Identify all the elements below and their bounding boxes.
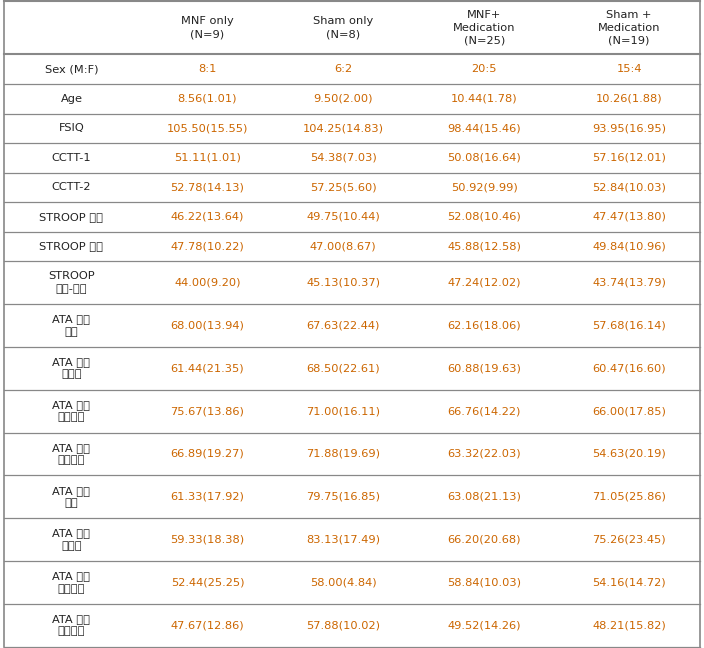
Text: 104.25(14.83): 104.25(14.83) bbox=[303, 123, 384, 133]
Text: 63.32(22.03): 63.32(22.03) bbox=[448, 449, 521, 459]
Text: 58.84(10.03): 58.84(10.03) bbox=[448, 577, 522, 588]
Text: ATA 시각
반응편차: ATA 시각 반응편차 bbox=[53, 443, 91, 465]
Text: 58.00(4.84): 58.00(4.84) bbox=[310, 577, 377, 588]
Text: ATA 청각
오경보: ATA 청각 오경보 bbox=[53, 528, 91, 551]
Text: 6:2: 6:2 bbox=[334, 64, 352, 75]
Text: 61.44(21.35): 61.44(21.35) bbox=[170, 364, 244, 373]
Text: 67.63(22.44): 67.63(22.44) bbox=[307, 321, 380, 330]
Text: 10.44(1.78): 10.44(1.78) bbox=[451, 94, 517, 104]
Text: 60.47(16.60): 60.47(16.60) bbox=[592, 364, 666, 373]
Text: 71.00(16.11): 71.00(16.11) bbox=[306, 406, 380, 416]
Text: Sex (M:F): Sex (M:F) bbox=[45, 64, 99, 75]
Text: 93.95(16.95): 93.95(16.95) bbox=[592, 123, 666, 133]
Text: 10.26(1.88): 10.26(1.88) bbox=[596, 94, 662, 104]
Text: 52.84(10.03): 52.84(10.03) bbox=[592, 182, 666, 192]
Text: FSIQ: FSIQ bbox=[58, 123, 84, 133]
Text: 52.44(25.25): 52.44(25.25) bbox=[170, 577, 244, 588]
Text: 49.52(14.26): 49.52(14.26) bbox=[448, 620, 521, 631]
Text: 54.16(14.72): 54.16(14.72) bbox=[592, 577, 666, 588]
Text: 83.13(17.49): 83.13(17.49) bbox=[306, 535, 380, 544]
Text: 59.33(18.38): 59.33(18.38) bbox=[170, 535, 244, 544]
Text: 52.08(10.46): 52.08(10.46) bbox=[448, 212, 521, 222]
Text: 66.89(19.27): 66.89(19.27) bbox=[170, 449, 244, 459]
Text: 50.92(9.99): 50.92(9.99) bbox=[451, 182, 518, 192]
Text: 60.88(19.63): 60.88(19.63) bbox=[448, 364, 522, 373]
Text: ATA 시각
오경보: ATA 시각 오경보 bbox=[53, 357, 91, 380]
Text: STROOP
색상-단어: STROOP 색상-단어 bbox=[48, 272, 95, 294]
Text: 9.50(2.00): 9.50(2.00) bbox=[313, 94, 373, 104]
Text: 105.50(15.55): 105.50(15.55) bbox=[167, 123, 248, 133]
Text: ATA 청각
누락: ATA 청각 누락 bbox=[53, 485, 91, 508]
Text: 47.67(12.86): 47.67(12.86) bbox=[170, 620, 244, 631]
Text: 68.00(13.94): 68.00(13.94) bbox=[170, 321, 244, 330]
Text: 47.78(10.22): 47.78(10.22) bbox=[170, 242, 244, 251]
Text: 79.75(16.85): 79.75(16.85) bbox=[306, 492, 380, 502]
Text: ATA 시각
반응시간: ATA 시각 반응시간 bbox=[53, 400, 91, 422]
Text: 15:4: 15:4 bbox=[616, 64, 642, 75]
Text: 48.21(15.82): 48.21(15.82) bbox=[592, 620, 666, 631]
Text: ATA 청각
반응시간: ATA 청각 반응시간 bbox=[53, 572, 91, 594]
Text: 54.63(20.19): 54.63(20.19) bbox=[592, 449, 666, 459]
Text: 52.78(14.13): 52.78(14.13) bbox=[170, 182, 244, 192]
Text: 62.16(18.06): 62.16(18.06) bbox=[448, 321, 521, 330]
Text: 20:5: 20:5 bbox=[472, 64, 497, 75]
Text: CCTT-1: CCTT-1 bbox=[51, 153, 92, 163]
Text: 46.22(13.64): 46.22(13.64) bbox=[170, 212, 244, 222]
Text: ATA 시각
누락: ATA 시각 누락 bbox=[53, 314, 91, 337]
Text: 68.50(22.61): 68.50(22.61) bbox=[306, 364, 380, 373]
Text: 71.88(19.69): 71.88(19.69) bbox=[306, 449, 380, 459]
Text: 61.33(17.92): 61.33(17.92) bbox=[170, 492, 244, 502]
Text: 44.00(9.20): 44.00(9.20) bbox=[174, 277, 241, 288]
Text: MNF+
Medication
(N=25): MNF+ Medication (N=25) bbox=[453, 10, 515, 45]
Text: 57.25(5.60): 57.25(5.60) bbox=[310, 182, 377, 192]
Text: 57.16(12.01): 57.16(12.01) bbox=[592, 153, 666, 163]
Text: 43.74(13.79): 43.74(13.79) bbox=[592, 277, 666, 288]
Text: Age: Age bbox=[61, 94, 82, 104]
Text: 8:1: 8:1 bbox=[199, 64, 217, 75]
Text: 75.67(13.86): 75.67(13.86) bbox=[170, 406, 244, 416]
Text: 45.88(12.58): 45.88(12.58) bbox=[448, 242, 522, 251]
Text: 98.44(15.46): 98.44(15.46) bbox=[448, 123, 521, 133]
Text: 63.08(21.13): 63.08(21.13) bbox=[448, 492, 522, 502]
Text: 50.08(16.64): 50.08(16.64) bbox=[448, 153, 521, 163]
Text: 47.24(12.02): 47.24(12.02) bbox=[448, 277, 521, 288]
Text: 49.84(10.96): 49.84(10.96) bbox=[592, 242, 666, 251]
Text: 57.88(10.02): 57.88(10.02) bbox=[306, 620, 380, 631]
Text: 66.76(14.22): 66.76(14.22) bbox=[448, 406, 521, 416]
Text: STROOP 색상: STROOP 색상 bbox=[39, 242, 103, 251]
Text: 49.75(10.44): 49.75(10.44) bbox=[306, 212, 380, 222]
Text: 54.38(7.03): 54.38(7.03) bbox=[310, 153, 377, 163]
Text: 66.00(17.85): 66.00(17.85) bbox=[592, 406, 666, 416]
Text: 66.20(20.68): 66.20(20.68) bbox=[448, 535, 521, 544]
Text: 8.56(1.01): 8.56(1.01) bbox=[177, 94, 237, 104]
Text: ATA 청각
반응편차: ATA 청각 반응편차 bbox=[53, 614, 91, 636]
Text: 75.26(23.45): 75.26(23.45) bbox=[592, 535, 666, 544]
Text: 71.05(25.86): 71.05(25.86) bbox=[592, 492, 666, 502]
Text: STROOP 단어: STROOP 단어 bbox=[39, 212, 103, 222]
Text: 57.68(16.14): 57.68(16.14) bbox=[592, 321, 666, 330]
Text: Sham only
(N=8): Sham only (N=8) bbox=[313, 16, 373, 40]
Text: 47.00(8.67): 47.00(8.67) bbox=[310, 242, 377, 251]
Text: CCTT-2: CCTT-2 bbox=[51, 182, 92, 192]
Text: 51.11(1.01): 51.11(1.01) bbox=[174, 153, 241, 163]
Text: Sham +
Medication
(N=19): Sham + Medication (N=19) bbox=[598, 10, 660, 45]
Text: 47.47(13.80): 47.47(13.80) bbox=[592, 212, 666, 222]
Text: 45.13(10.37): 45.13(10.37) bbox=[306, 277, 380, 288]
Text: MNF only
(N=9): MNF only (N=9) bbox=[181, 16, 234, 40]
